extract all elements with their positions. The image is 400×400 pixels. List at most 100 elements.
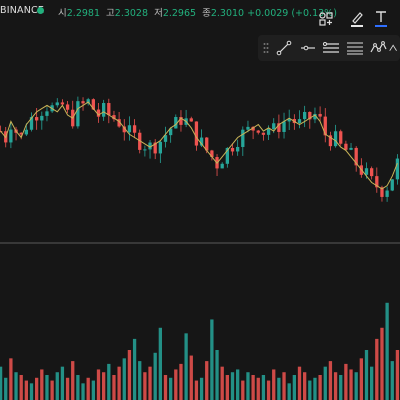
volume-bar [375, 338, 379, 400]
candle [210, 150, 214, 158]
volume-bar [215, 350, 219, 400]
candle [375, 176, 379, 188]
candle [112, 115, 116, 120]
volume-bar [277, 377, 281, 400]
candle [81, 101, 85, 104]
volume-bar [194, 380, 199, 400]
candle [65, 104, 70, 110]
volume-bar [127, 350, 132, 400]
volume-bar [148, 366, 152, 400]
candle [205, 137, 209, 151]
drag-handle-icon[interactable] [261, 35, 271, 61]
candle [96, 109, 101, 117]
candle [266, 129, 271, 135]
volume-bar [349, 369, 353, 400]
candle [297, 119, 302, 124]
candle [323, 116, 327, 136]
volume-bar [359, 358, 363, 400]
volume-bar [333, 372, 338, 400]
volume-bar [96, 369, 101, 400]
volume-bar [210, 319, 214, 400]
volume-bar [246, 372, 250, 400]
drawing-toolbar-lines [258, 35, 400, 61]
drawing-toolbar-top [306, 6, 400, 32]
candle [40, 115, 44, 121]
candle [158, 141, 162, 154]
candle [153, 142, 157, 154]
change-value: +0.0029 (+0.13%) [247, 8, 337, 19]
volume-bar [199, 377, 204, 400]
volume-bar [256, 377, 260, 400]
candle [395, 158, 400, 180]
candle [308, 111, 312, 120]
candle [241, 129, 245, 147]
candle [277, 123, 281, 132]
volume-bar [163, 375, 168, 400]
volume-bar [205, 361, 209, 400]
volume-bar [35, 377, 39, 400]
volume-bar [179, 363, 183, 400]
candle [287, 119, 291, 122]
high-label: 고 [106, 8, 115, 19]
candle [318, 113, 322, 117]
candle [76, 101, 80, 127]
candle [251, 126, 255, 131]
volume-bar [272, 369, 276, 400]
volume-bar [189, 355, 193, 400]
volume-bar [390, 361, 394, 400]
ohlc-readout: 시2.2981 고2.3028 저2.2965 종2.3010 +0.0029 … [58, 5, 337, 19]
volume-bar [71, 361, 75, 400]
long-position-icon[interactable] [343, 35, 367, 61]
pattern-icon[interactable] [366, 35, 390, 61]
trend-line-icon[interactable] [272, 35, 296, 61]
shapes-icon[interactable] [314, 6, 338, 32]
volume-bar [303, 372, 307, 400]
candle [163, 135, 168, 142]
text-icon[interactable] [369, 6, 393, 32]
candle [354, 147, 358, 166]
horizontal-ray-icon[interactable] [296, 35, 320, 61]
volume-bar [318, 375, 322, 400]
volume-bar [266, 380, 271, 400]
parallel-channel-icon[interactable] [319, 35, 343, 61]
candle [179, 117, 183, 125]
low-value: 2.2965 [162, 8, 197, 19]
volume-bar [395, 350, 400, 400]
volume-bar [0, 366, 3, 400]
volume-bar [55, 372, 59, 400]
volume-bar [364, 350, 369, 400]
volume-bar [107, 363, 111, 400]
volume-bar [385, 302, 389, 400]
candle [117, 119, 121, 127]
candle [86, 99, 90, 104]
volume-bar [328, 361, 333, 400]
volume-bar [282, 372, 286, 400]
close-label: 종 [202, 8, 211, 19]
candle [220, 163, 224, 169]
candle [9, 129, 13, 143]
candle [194, 121, 199, 146]
volume-bar [292, 375, 296, 400]
volume-bar [241, 380, 245, 400]
close-value: 2.3010 [210, 8, 245, 19]
volume-bar [117, 366, 121, 400]
candle [230, 147, 235, 152]
candle [225, 147, 229, 164]
volume-bar [220, 366, 224, 400]
candle [143, 149, 147, 151]
volume-bar [344, 363, 348, 400]
brush-icon[interactable] [345, 6, 369, 32]
volume-bar [261, 375, 266, 400]
zigzag-icon[interactable] [389, 35, 400, 61]
volume-bar [380, 327, 384, 400]
candle [339, 131, 343, 144]
volume-bar [112, 375, 116, 400]
volume-bar [236, 369, 240, 400]
symbol-header: BINANCE 시2.2981 고2.3028 저2.2965 종2.3010 … [0, 0, 400, 22]
candle [236, 146, 240, 152]
open-value: 2.2981 [66, 8, 100, 19]
candle [122, 126, 126, 133]
candle [102, 103, 106, 117]
volume-bar [184, 333, 188, 400]
